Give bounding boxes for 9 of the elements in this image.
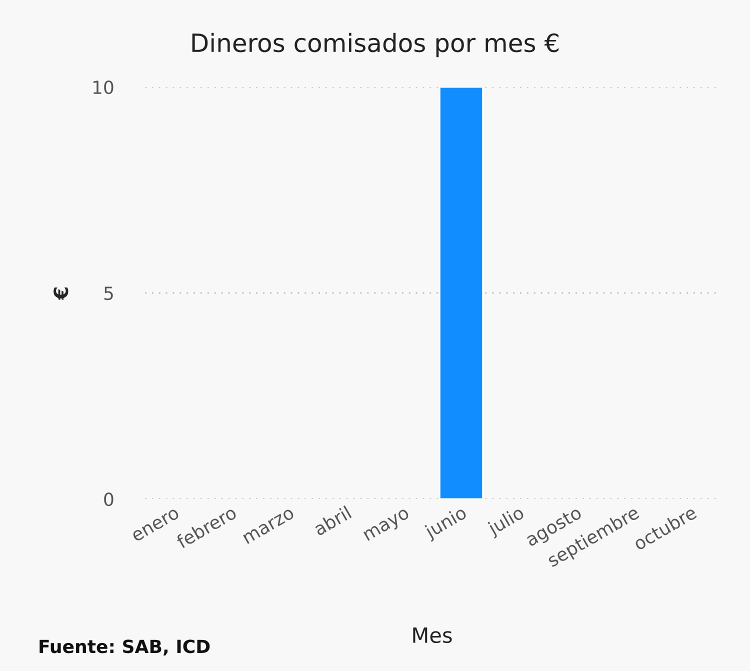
- y-tick-label: 0: [104, 492, 114, 506]
- x-axis-title: Mes: [413, 628, 452, 644]
- chart-title: Dineros comisados por mes €: [192, 32, 558, 58]
- x-tick-label: julio: [486, 505, 527, 539]
- x-tick-label: abril: [312, 505, 352, 536]
- y-tick-label: 10: [93, 80, 114, 94]
- y-tick-label: 5: [104, 286, 113, 300]
- source-note: Fuente: SAB, ICD: [40, 640, 210, 656]
- y-axis-title: €: [54, 288, 68, 300]
